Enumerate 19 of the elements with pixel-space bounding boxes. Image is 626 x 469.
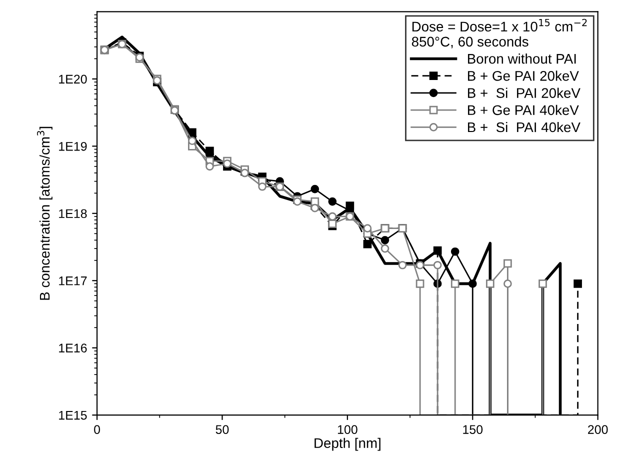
y-tick-label: 1E17: [59, 276, 87, 286]
y-tick-label: 1E15: [59, 410, 87, 420]
y-tick-label: 1E20: [59, 74, 87, 84]
y-axis-title: B concentration [atoms/cm$^{3}$]: [37, 126, 52, 300]
legend-label: B + Si PAI 20keV: [468, 88, 580, 98]
x-tick-label: 50: [216, 425, 229, 434]
y-tick-label: 1E16: [59, 344, 87, 352]
x-tick-label: 200: [588, 425, 608, 434]
legend-label: Boron without PAI: [468, 54, 576, 64]
x-tick-label: 100: [338, 425, 358, 434]
legend-label: B + Ge PAI 40keV: [468, 104, 579, 116]
legend-label: B + Si PAI 40keV: [468, 122, 580, 132]
y-tick-label: 1E19: [59, 142, 87, 151]
y-tick-label: 1E18: [59, 209, 87, 218]
x-tick-label: 0: [94, 425, 100, 434]
x-tick-label: 150: [463, 425, 483, 434]
x-axis-title: Depth [nm]: [314, 438, 380, 451]
text: Dose = Dose=1 x 10$^{15}$ cm$^{−2}$ 850°C, 60 seconds: [412, 18, 587, 48]
legend-label: B + Ge PAI 20keV: [468, 70, 579, 81]
